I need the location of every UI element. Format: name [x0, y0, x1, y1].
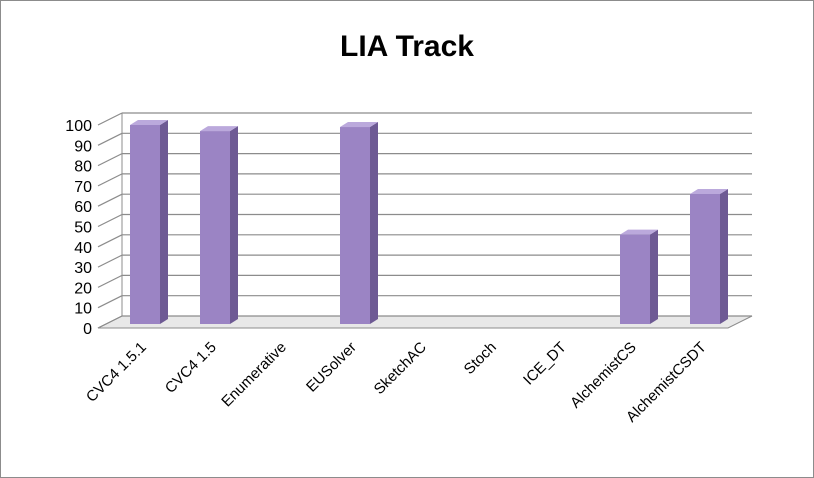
bar-front	[340, 127, 370, 324]
gridline-wall	[97, 234, 123, 248]
bar-top	[620, 229, 658, 235]
bar-front	[690, 194, 720, 324]
y-tick-label: 50	[74, 220, 92, 237]
gridline-wall	[97, 193, 123, 207]
y-tick-label: 90	[74, 138, 92, 155]
bar-side	[720, 189, 728, 324]
bar	[130, 120, 168, 324]
bar-top	[130, 120, 168, 125]
category-label: ICE_DT	[520, 339, 570, 389]
y-tick-label: 40	[74, 240, 92, 257]
category-label: EUSolver	[303, 339, 360, 396]
category-label: SketchAC	[371, 339, 430, 398]
gridline-wall	[97, 112, 123, 126]
gridline-wall	[97, 315, 123, 329]
gridline-wall	[97, 295, 123, 309]
category-label: Stoch	[461, 339, 500, 378]
bar-side	[160, 120, 168, 324]
gridline-wall	[97, 153, 123, 167]
y-tick-label: 0	[83, 321, 92, 338]
bars	[130, 120, 728, 324]
bar	[340, 122, 378, 324]
gridline-wall	[97, 254, 123, 268]
category-label: Enumerative	[218, 339, 290, 411]
y-tick-label: 80	[74, 159, 92, 176]
y-tick-label: 70	[74, 179, 92, 196]
y-tick-label: 60	[74, 199, 92, 216]
bar	[200, 126, 238, 324]
y-tick-label: 20	[74, 280, 92, 297]
bar	[690, 189, 728, 324]
y-tick-label: 100	[65, 118, 92, 135]
bar-top	[690, 189, 728, 195]
category-label: AlchemistCS	[567, 339, 640, 412]
bar-front	[130, 125, 160, 324]
bar-side	[370, 122, 378, 324]
bar	[620, 229, 658, 324]
chart-title: LIA Track	[340, 30, 474, 63]
category-label: CVC4 1.5.1	[83, 339, 150, 406]
bar-front	[200, 131, 230, 324]
category-label: CVC4 1.5	[162, 339, 220, 397]
y-axis-ticks: 0 10 20 30 40 50 60 70 80 90 100	[65, 118, 92, 338]
gridline-wall	[97, 274, 123, 288]
gridline-wall	[97, 173, 123, 187]
gridline-wall	[97, 132, 123, 146]
bar-side	[650, 229, 658, 324]
y-tick-label: 10	[74, 301, 92, 318]
bar-top	[340, 122, 378, 128]
gridline-wall	[97, 213, 123, 228]
y-tick-label: 30	[74, 260, 92, 277]
bar-top	[200, 126, 238, 132]
bar-side	[230, 126, 238, 324]
bar-front	[620, 234, 650, 324]
